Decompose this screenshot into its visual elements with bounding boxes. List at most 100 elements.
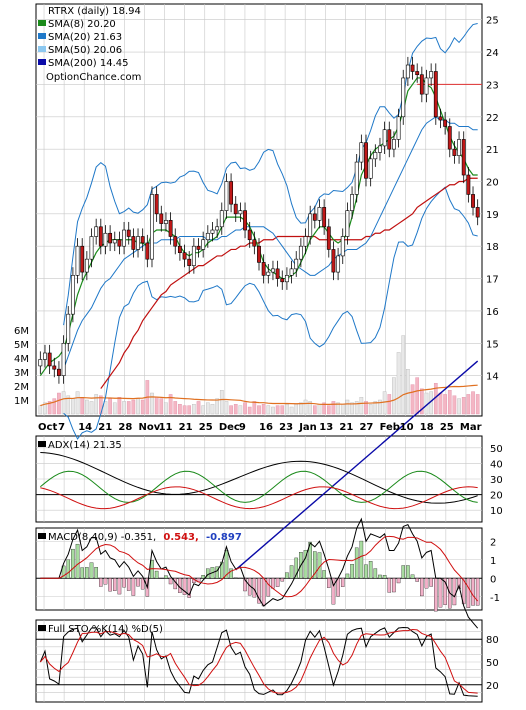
adx-tick-label: 20 <box>490 491 503 502</box>
y-tick-label: 20 <box>486 177 499 188</box>
candle-body <box>448 126 451 149</box>
x-tick-label: 25 <box>199 422 213 433</box>
volume-bar <box>471 392 474 414</box>
volume-tick-label: 4M <box>14 354 29 365</box>
volume-bar <box>248 407 251 414</box>
candle-body <box>327 227 330 250</box>
legend-entry-sma8: SMA(8) 20.20 <box>48 19 116 30</box>
macd-histogram-bar <box>341 578 344 586</box>
candle-body <box>202 240 205 250</box>
candle-body <box>355 162 358 194</box>
y-tick-label: 23 <box>486 80 499 91</box>
macd-histogram-bar <box>467 578 470 608</box>
candle-body <box>453 149 456 155</box>
volume-bar <box>220 390 223 414</box>
macd-histogram-bar <box>281 578 284 581</box>
macd-histogram-bar <box>118 578 121 594</box>
adx-tick-label: 50 <box>490 444 503 455</box>
volume-bar <box>467 394 470 414</box>
volume-bar <box>453 396 456 414</box>
volume-bar <box>281 406 284 414</box>
macd-histogram-bar <box>164 576 167 578</box>
candle-body <box>183 253 186 259</box>
macd-tick-label: 0 <box>490 574 496 585</box>
candle-body <box>81 246 84 272</box>
candle-body <box>90 237 93 260</box>
x-tick-label: 10 <box>400 422 414 433</box>
macd-histogram-bar <box>81 568 84 579</box>
volume-bar <box>318 404 321 414</box>
candle-body <box>146 243 149 259</box>
volume-bar <box>406 369 409 414</box>
candle-body <box>443 120 446 126</box>
candle-body <box>318 207 321 220</box>
candle-body <box>392 139 395 149</box>
macd-histogram-bar <box>127 578 130 590</box>
volume-bar <box>290 407 293 414</box>
candle-body <box>323 207 326 226</box>
volume-bar <box>174 401 177 414</box>
volume-bar <box>85 400 88 414</box>
macd-histogram-bar <box>355 548 358 578</box>
candle-body <box>383 130 386 146</box>
macd-histogram-bar <box>104 578 107 584</box>
volume-bar <box>253 401 256 414</box>
candle-body <box>220 211 223 227</box>
candle-body <box>192 246 195 265</box>
volume-bar <box>150 393 153 414</box>
macd-histogram-bar <box>323 570 326 578</box>
candle-body <box>118 240 121 246</box>
macd-histogram-bar <box>402 566 405 579</box>
candle-body <box>406 65 409 78</box>
macd-histogram-bar <box>122 578 125 587</box>
volume-bar <box>476 394 479 414</box>
legend-swatch-sma200 <box>38 59 46 65</box>
x-tick-label: Oct <box>38 422 57 433</box>
volume-bar <box>332 401 335 414</box>
volume-bar <box>299 403 302 414</box>
y-tick-label: 19 <box>486 210 499 221</box>
macd-histogram-bar <box>392 578 395 592</box>
volume-bar <box>439 393 442 414</box>
volume-bar <box>215 399 218 414</box>
macd-histogram-bar <box>253 578 256 597</box>
candle-body <box>234 204 237 214</box>
volume-bar <box>225 401 228 414</box>
candle-body <box>127 230 130 236</box>
volume-bar <box>206 403 209 414</box>
adx-legend-swatch <box>38 441 46 447</box>
macd-histogram-value: -0.897 <box>206 532 242 543</box>
macd-histogram-bar <box>262 578 265 606</box>
volume-bar <box>346 400 349 414</box>
candle-body <box>243 211 246 230</box>
candle-body <box>67 314 70 343</box>
macd-histogram-bar <box>169 578 172 584</box>
volume-bar <box>90 401 93 414</box>
macd-histogram-bar <box>276 578 279 586</box>
y-tick-label: 15 <box>486 339 499 350</box>
candle-body <box>434 71 437 116</box>
x-tick-label: Jan <box>298 422 317 433</box>
candle-body <box>467 175 470 194</box>
volume-bar <box>164 403 167 414</box>
volume-bar <box>76 392 79 414</box>
volume-bar <box>416 378 419 414</box>
macd-histogram-bar <box>346 574 349 578</box>
volume-bar <box>71 399 74 414</box>
macd-histogram-bar <box>76 544 79 578</box>
volume-bar <box>141 400 144 414</box>
macd-histogram-bar <box>108 578 111 591</box>
candle-body <box>457 139 460 155</box>
sto-tick-label: 20 <box>486 681 499 692</box>
candle-body <box>71 275 74 314</box>
macd-histogram-bar <box>202 575 205 578</box>
candle-body <box>108 233 111 243</box>
macd-histogram-bar <box>397 578 400 583</box>
volume-bar <box>243 403 246 414</box>
macd-tick-label: 1 <box>490 556 496 567</box>
volume-bar <box>271 407 274 414</box>
volume-bar <box>183 406 186 414</box>
x-tick-label: 13 <box>319 422 333 433</box>
volume-bar <box>397 352 400 414</box>
macd-histogram-bar <box>67 560 70 579</box>
